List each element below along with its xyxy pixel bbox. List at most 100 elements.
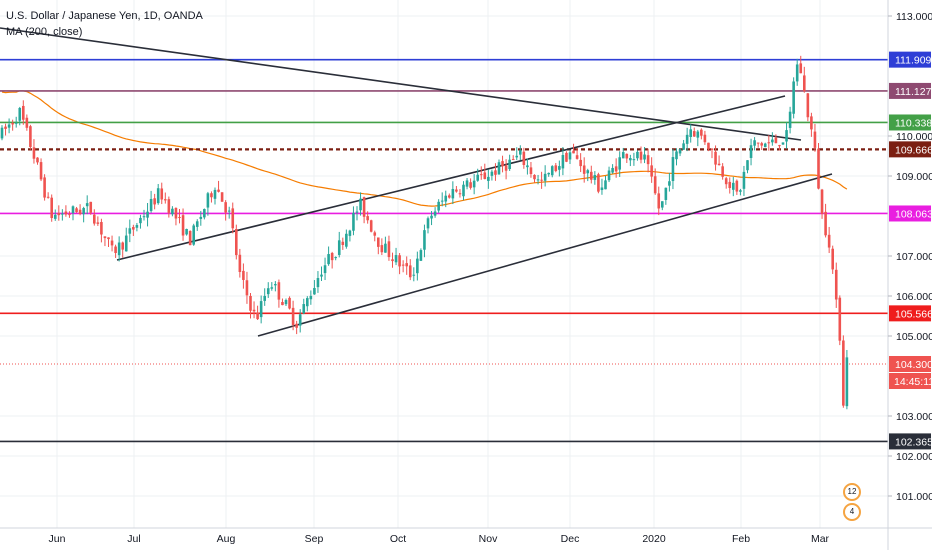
candle-body [291, 307, 295, 325]
candle-body [78, 209, 82, 215]
horizontal-levels [0, 58, 888, 443]
x-tick-label: Aug [217, 533, 236, 545]
level-price-label: 110.338 [895, 117, 932, 129]
candle-body [416, 258, 419, 274]
candle-body [142, 216, 146, 218]
candle-body [277, 282, 281, 300]
candle-body [661, 201, 664, 208]
candle-body [259, 301, 263, 318]
candle-body [178, 216, 181, 218]
candle-body [501, 161, 504, 167]
symbol-title[interactable]: U.S. Dollar / Japanese Yen, 1D, OANDA [6, 10, 203, 22]
candle-body [437, 201, 440, 211]
candle-body [117, 242, 121, 256]
x-tick-label: 2020 [642, 533, 666, 545]
x-tick-label: Mar [811, 533, 830, 545]
current-price-tag [889, 356, 931, 372]
level-price-tag [889, 141, 931, 158]
candle-body [227, 210, 231, 212]
candle-body [668, 181, 671, 186]
candle-body [302, 304, 306, 314]
candle-body [124, 235, 128, 252]
candle-body [440, 200, 444, 202]
trendline [0, 27, 802, 141]
candle-body [337, 240, 341, 255]
x-tick-label: Dec [561, 533, 580, 545]
trendlines [0, 27, 833, 337]
candle-body [760, 143, 763, 146]
candle-body [327, 254, 330, 265]
candle-body [511, 159, 515, 161]
candle-body [763, 143, 767, 148]
candle-body [419, 250, 423, 261]
candle-body [572, 150, 575, 154]
candle-body [185, 228, 188, 235]
candle-body [717, 163, 721, 166]
candle-body [345, 233, 348, 247]
candle-body [842, 340, 845, 406]
level-price-label: 108.063 [895, 208, 932, 220]
candle-body [405, 263, 408, 267]
candle-body [600, 187, 604, 191]
candle-body [621, 152, 625, 159]
candlestick-series [0, 55, 849, 410]
candle-body [455, 189, 458, 192]
candle-body [515, 155, 519, 158]
candle-body [188, 230, 192, 246]
y-tick-label: 102.000 [896, 451, 932, 463]
candle-body [611, 167, 614, 173]
candle-body [756, 142, 760, 144]
candle-body [274, 284, 277, 286]
level-price-tag [889, 51, 931, 68]
ma-200-path [1, 90, 848, 207]
level-price-tag [889, 433, 931, 450]
candle-body [323, 265, 327, 274]
candle-body [235, 229, 238, 256]
level-price-label: 102.365 [895, 436, 932, 448]
candle-body [469, 182, 472, 188]
candle-body [533, 174, 536, 180]
candle-body [71, 206, 75, 214]
candle-body [384, 243, 387, 253]
candle-body [795, 64, 799, 82]
event-flag-us[interactable]: 12 [843, 483, 861, 501]
candle-body [732, 182, 735, 190]
candle-body [68, 214, 71, 216]
candle-body [831, 248, 834, 270]
candle-body [355, 211, 359, 213]
candle-body [203, 209, 206, 218]
candle-body [4, 126, 7, 129]
candle-body [334, 257, 337, 259]
candle-body [710, 148, 714, 150]
candle-body [682, 143, 685, 150]
candle-body [724, 178, 728, 185]
candle-body [522, 151, 526, 166]
candle-body [373, 232, 377, 236]
candle-body [607, 170, 611, 181]
candle-body [536, 179, 540, 181]
candle-body [7, 124, 11, 128]
candle-body [61, 213, 64, 215]
candle-body [149, 198, 153, 212]
candle-body [380, 245, 384, 253]
indicator-label[interactable]: MA (200, close) [6, 26, 83, 38]
event-flag-jp[interactable]: 4 [843, 503, 861, 521]
price-tags: 111.909 111.127 110.338 109.666 108.063 105.5… [889, 51, 932, 450]
candle-body [362, 197, 366, 217]
candle-body [266, 288, 270, 295]
candle-body [220, 192, 224, 202]
candle-body [799, 63, 803, 74]
candle-body [224, 202, 227, 213]
countdown-tag [889, 373, 931, 389]
x-tick-label: Sep [305, 533, 324, 545]
candle-body [398, 255, 401, 267]
candle-body [448, 195, 451, 198]
candle-body [0, 127, 4, 139]
candle-body [618, 157, 621, 170]
candle-body [206, 193, 210, 208]
event-count-us: 12 [847, 487, 857, 496]
candle-body [597, 174, 600, 192]
candle-body [107, 237, 110, 240]
candle-body [330, 252, 334, 261]
